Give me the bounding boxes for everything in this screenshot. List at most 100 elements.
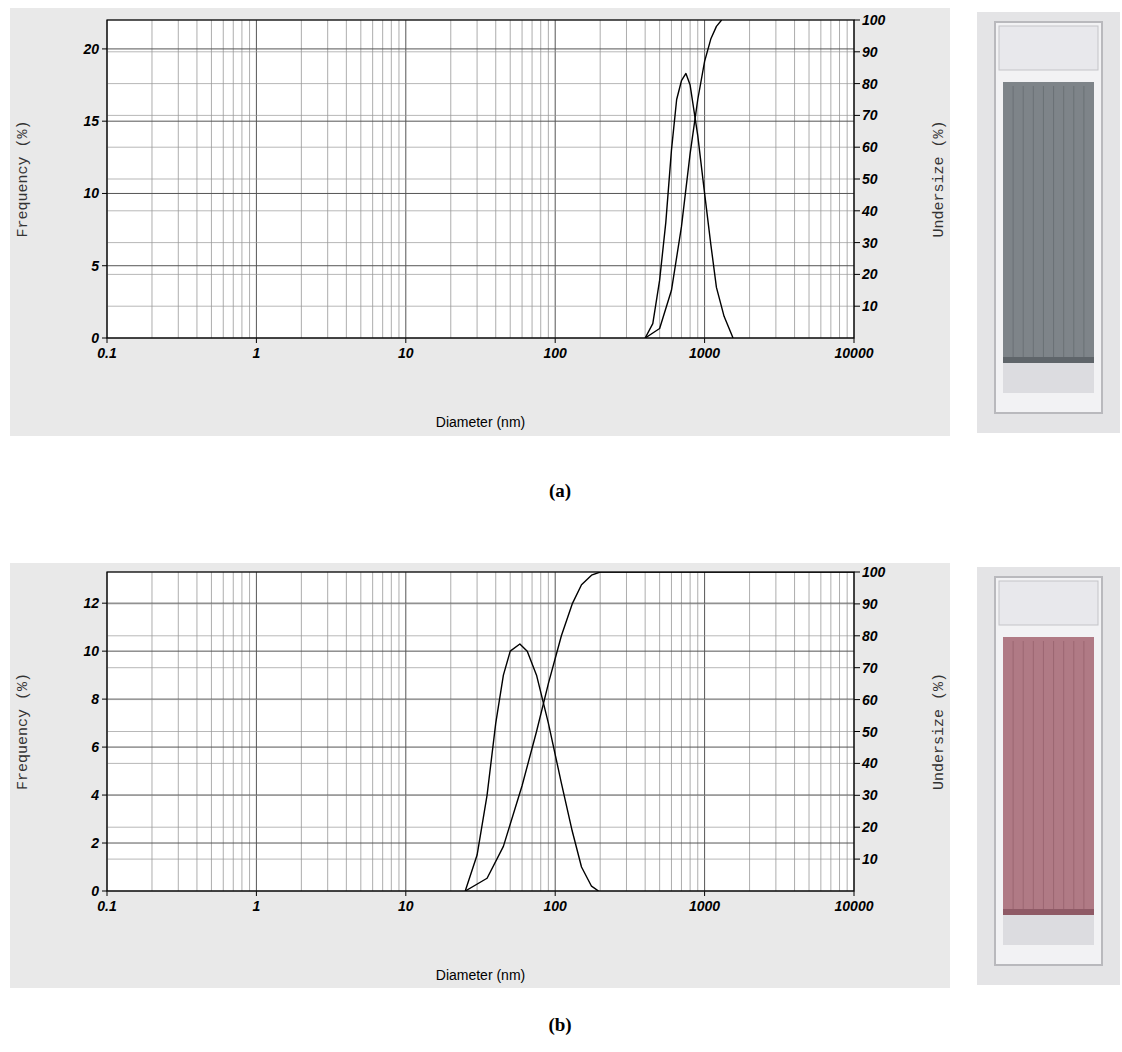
y-tick — [102, 121, 107, 122]
y2-tick-label: 50 — [862, 171, 878, 187]
y-tick — [102, 651, 107, 652]
y2-tick — [854, 179, 860, 180]
y2-tick-label: 10 — [862, 851, 878, 867]
x-tick — [854, 891, 855, 896]
cuvette-ridge — [1043, 641, 1044, 915]
y-tick-label: 8 — [91, 691, 99, 707]
cuvette-liquid-base — [1003, 909, 1094, 915]
y2-grid — [107, 306, 854, 307]
y2-grid — [107, 667, 854, 668]
cuvette-ridge — [1073, 641, 1074, 915]
y-tick-label: 10 — [83, 185, 99, 201]
y2-tick — [854, 763, 860, 764]
cuvette-top — [999, 581, 1098, 625]
photo-background — [977, 12, 1120, 433]
cuvette-bottom — [1003, 915, 1094, 945]
y-grid — [107, 843, 854, 844]
y2-tick — [854, 51, 860, 52]
cuvette — [995, 577, 1102, 965]
y2-tick-label: 60 — [862, 139, 878, 155]
y2-tick-label: 20 — [861, 266, 878, 282]
y2-grid — [107, 795, 854, 796]
y2-grid — [107, 699, 854, 700]
panel-background — [10, 8, 950, 436]
y2-tick — [854, 635, 860, 636]
y-grid — [107, 48, 854, 49]
cuvette-photo — [977, 567, 1120, 985]
x-tick — [704, 338, 705, 343]
y2-grid — [107, 179, 854, 180]
x-tick-label: 0.1 — [97, 898, 117, 914]
y2-tick-label: 100 — [862, 12, 886, 28]
y2-grid — [107, 827, 854, 828]
y-tick — [102, 747, 107, 748]
frequency-curve — [465, 644, 598, 891]
y-tick-label: 0 — [91, 883, 99, 899]
y-tick — [102, 265, 107, 266]
x-tick — [107, 338, 108, 343]
y-tick-label: 12 — [83, 595, 99, 611]
x-tick — [256, 891, 257, 896]
cuvette-ridge — [1053, 641, 1054, 915]
x-tick — [405, 891, 406, 896]
cuvette-ridge — [1023, 641, 1024, 915]
y2-grid — [107, 274, 854, 275]
x-tick — [405, 338, 406, 343]
y2-grid — [107, 635, 854, 636]
cuvette-liquid-base — [1003, 357, 1094, 363]
x-tick-label: 100 — [544, 898, 568, 914]
y2-tick-label: 40 — [861, 755, 878, 771]
y2-tick-label: 70 — [862, 660, 878, 676]
y2-tick — [854, 147, 860, 148]
cumulative-curve — [465, 572, 854, 891]
cuvette-ridge — [1013, 86, 1014, 363]
y2-tick-label: 30 — [862, 787, 878, 803]
y-axis-title: Frequency (%) — [15, 673, 32, 790]
y2-grid — [107, 731, 854, 732]
cuvette-ridge — [1023, 86, 1024, 363]
y-grid — [107, 747, 854, 748]
page: 0.11101001000100000510152010203040506070… — [0, 0, 1122, 1052]
y2-tick-label: 30 — [862, 235, 878, 251]
y2-grid — [107, 210, 854, 211]
y2-tick — [854, 699, 860, 700]
x-tick-label: 10 — [398, 345, 414, 361]
x-tick — [704, 891, 705, 896]
y2-tick — [854, 306, 860, 307]
cuvette-ridge — [1043, 86, 1044, 363]
y-axis-title: Frequency (%) — [15, 120, 32, 237]
x-tick-label: 10000 — [835, 898, 874, 914]
y2-tick — [854, 83, 860, 84]
panel-background — [10, 563, 950, 988]
x-tick — [256, 338, 257, 343]
y-tick-label: 20 — [82, 41, 99, 57]
y2-tick-label: 70 — [862, 107, 878, 123]
cuvette-top — [999, 26, 1098, 70]
x-tick — [854, 338, 855, 343]
y-tick — [102, 193, 107, 194]
y2-tick — [854, 20, 860, 21]
y-tick-label: 2 — [90, 835, 99, 851]
cuvette-liquid — [1003, 82, 1094, 363]
y2-grid — [107, 242, 854, 243]
y-tick — [102, 843, 107, 844]
y2-tick-label: 80 — [862, 628, 878, 644]
y2-tick-label: 100 — [862, 564, 886, 580]
cuvette-ridge — [1033, 641, 1034, 915]
y2-tick — [854, 731, 860, 732]
y2-tick — [854, 827, 860, 828]
y2-tick-label: 90 — [862, 596, 878, 612]
cuvette-bottom — [1003, 363, 1094, 393]
y2-tick — [854, 242, 860, 243]
x-tick-label: 1 — [253, 898, 261, 914]
x-tick — [107, 891, 108, 896]
y-tick-label: 0 — [91, 330, 99, 346]
y-tick-label: 4 — [90, 787, 99, 803]
y-tick — [102, 48, 107, 49]
panel-label: (b) — [548, 1014, 571, 1036]
x-tick-label: 1000 — [689, 898, 720, 914]
frequency-curve — [645, 73, 733, 338]
y-tick-label: 5 — [91, 258, 99, 274]
y-tick-label: 10 — [83, 643, 99, 659]
photo-background — [977, 567, 1120, 985]
